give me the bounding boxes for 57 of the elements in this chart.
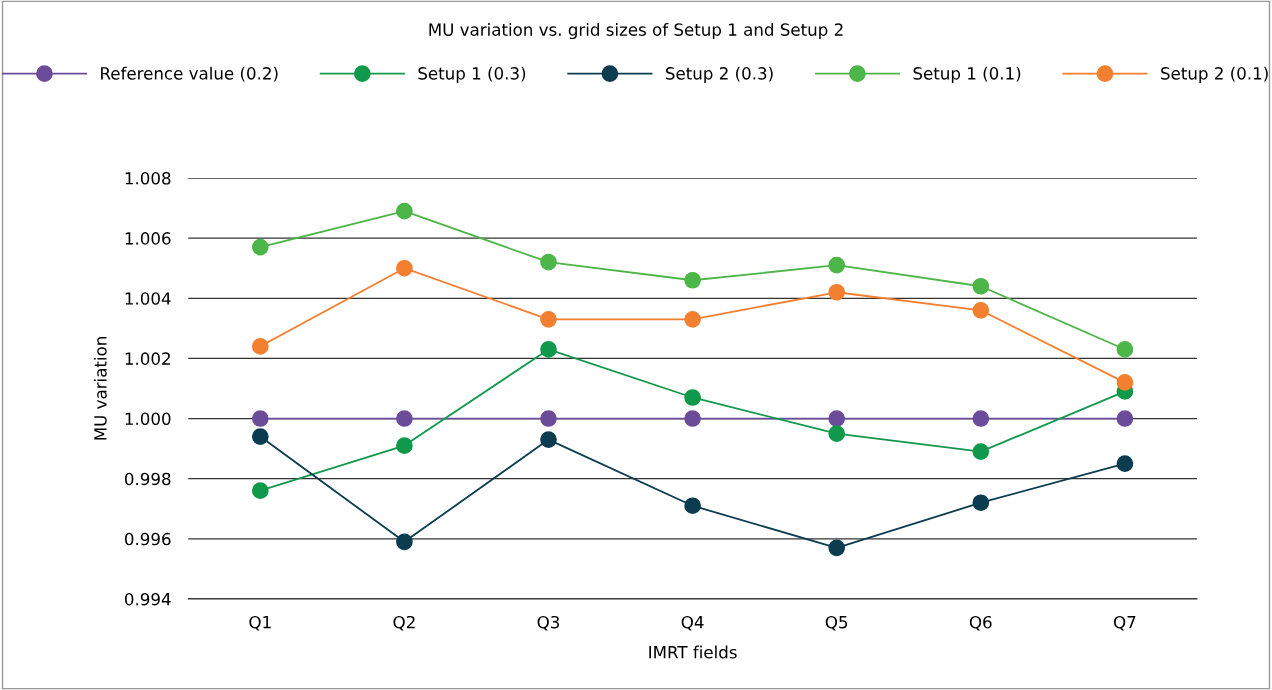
legend-label: Setup 2 (0.1) — [1161, 66, 1268, 83]
point — [251, 238, 269, 256]
y-tick-label: 0.994 — [124, 592, 171, 606]
point — [828, 256, 846, 274]
point — [684, 497, 701, 515]
point — [540, 410, 557, 427]
y-tick-label: 1.008 — [125, 171, 171, 185]
x-tick-label: Q1 — [249, 615, 271, 631]
y-tick-label: 0.996 — [124, 532, 171, 546]
legend-label: Setup 1 (0.3) — [418, 66, 526, 83]
x-tick-label: Q6 — [969, 615, 992, 631]
legend-label: Reference value (0.2) — [101, 66, 278, 82]
x-tick-label: Q4 — [681, 615, 704, 631]
point — [684, 410, 701, 427]
y-tick-label: 1.002 — [125, 352, 170, 365]
point — [684, 271, 701, 289]
point — [540, 341, 557, 358]
y-tick-label: 1.004 — [125, 292, 171, 305]
x-tick-label: Q2 — [393, 615, 415, 631]
point — [396, 437, 413, 454]
point — [396, 202, 413, 220]
point — [684, 310, 701, 328]
point — [972, 494, 990, 512]
point — [251, 482, 269, 500]
point — [828, 283, 846, 301]
point — [396, 533, 413, 551]
point — [1116, 455, 1134, 472]
point — [251, 410, 269, 427]
y-axis-title: MU variation — [93, 337, 107, 440]
legend-label: Setup 2 (0.3) — [665, 66, 773, 83]
point — [540, 253, 557, 271]
y-tick-label: 0.998 — [124, 472, 171, 486]
point — [1116, 341, 1134, 358]
point — [540, 431, 557, 448]
point — [972, 410, 990, 427]
point — [828, 410, 846, 427]
x-tick-label: Q7 — [1113, 615, 1136, 631]
chart-title: MU variation vs. grid sizes of Setup 1 and Setup 2 — [429, 22, 843, 40]
point — [972, 301, 990, 319]
point — [1116, 374, 1134, 391]
legend-label: Setup 1 (0.1) — [913, 66, 1021, 83]
point — [396, 259, 413, 277]
y-tick-label: 1.006 — [125, 232, 171, 245]
y-tick-label: 1.000 — [125, 412, 171, 426]
point — [972, 277, 990, 295]
point — [972, 443, 990, 460]
point — [396, 410, 413, 427]
point — [540, 310, 557, 328]
point — [251, 428, 269, 445]
x-tick-label: Q3 — [537, 615, 560, 631]
point — [1116, 410, 1134, 427]
point — [828, 425, 846, 442]
x-axis-title: IMRT fields — [649, 645, 737, 659]
point — [684, 389, 701, 406]
point — [828, 539, 846, 557]
x-tick-label: Q5 — [825, 615, 848, 631]
point — [251, 338, 269, 355]
